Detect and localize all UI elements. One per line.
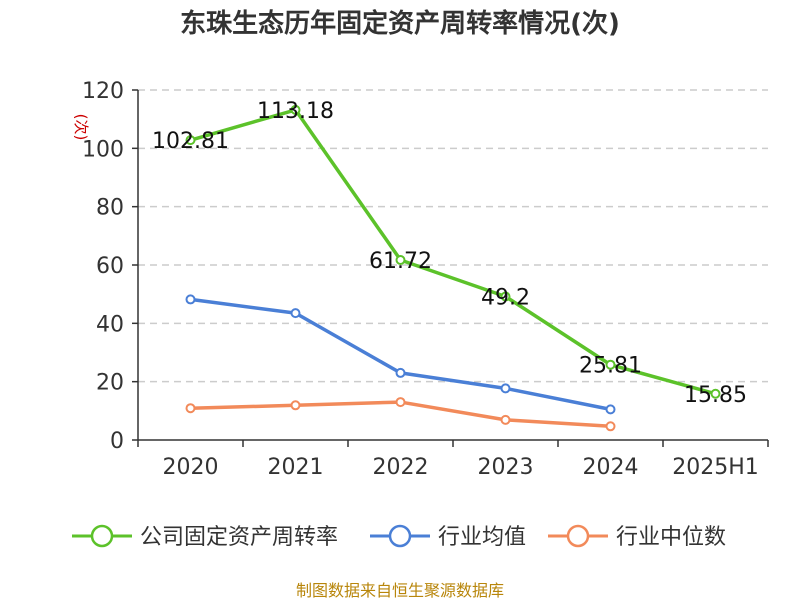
legend-item-0: 公司固定资产周转率 <box>72 524 338 550</box>
data-label: 61.72 <box>369 249 432 274</box>
legend-item-1: 行业均值 <box>370 524 526 550</box>
data-label: 102.81 <box>152 129 229 154</box>
x-tick-label: 2023 <box>478 455 534 480</box>
data-point <box>290 308 301 319</box>
data-label: 113.18 <box>257 99 334 124</box>
x-tick-label: 2022 <box>373 455 429 480</box>
gridlines <box>138 89 768 383</box>
y-axis-label: (次) <box>72 114 90 141</box>
data-point <box>185 403 196 414</box>
axes: 0 20 40 60 80 100 120 2020 2021 2022 2023 2024 2025H… <box>82 79 769 480</box>
x-tick-label: 2025H1 <box>672 455 759 480</box>
data-point <box>395 254 406 265</box>
series-line <box>190 297 611 412</box>
data-point <box>290 400 301 411</box>
source-note: 制图数据来自恒生聚源数据库 <box>296 581 504 600</box>
data-point <box>605 359 616 370</box>
data-point <box>185 135 196 146</box>
data-label: 49.2 <box>481 286 530 311</box>
y-tick-label: 60 <box>96 254 124 279</box>
legend-swatch-marker <box>90 524 114 548</box>
legend-swatch-marker <box>388 524 412 548</box>
data-point <box>500 414 511 425</box>
legend-label: 公司固定资产周转率 <box>140 525 338 550</box>
series-2 <box>185 397 616 432</box>
data-point <box>290 104 301 115</box>
legend-label: 行业中位数 <box>616 525 726 550</box>
data-point <box>395 397 406 408</box>
y-tick-label: 0 <box>110 429 124 454</box>
data-point <box>605 421 616 432</box>
data-point <box>395 367 406 378</box>
y-tick-label: 40 <box>96 312 124 337</box>
series-group: 102.81 113.18 61.72 49.2 25.81 15.85 <box>152 99 747 432</box>
y-tick-label: 80 <box>96 196 124 221</box>
data-label: 15.85 <box>684 383 747 408</box>
x-tick-label: 2024 <box>583 455 639 480</box>
x-tick-label: 2021 <box>268 455 324 480</box>
x-tick-label: 2020 <box>163 455 219 480</box>
series-0: 102.81 113.18 61.72 49.2 25.81 15.85 <box>152 99 747 408</box>
series-line <box>190 108 716 396</box>
chart-title: 东珠生态历年固定资产周转率情况(次) <box>180 8 620 39</box>
data-point <box>500 291 511 302</box>
series-1 <box>185 294 616 415</box>
y-tick-label: 20 <box>96 371 124 396</box>
legend: 公司固定资产周转率 行业均值 行业中位数 <box>72 524 726 550</box>
data-point <box>605 404 616 415</box>
legend-item-2: 行业中位数 <box>548 524 726 550</box>
data-label: 25.81 <box>579 354 642 379</box>
data-point <box>185 294 196 305</box>
data-point <box>500 383 511 394</box>
legend-swatch-marker <box>566 524 590 548</box>
legend-label: 行业均值 <box>438 525 526 550</box>
y-tick-label: 100 <box>82 137 124 162</box>
data-point <box>710 388 721 399</box>
y-tick-label: 120 <box>82 79 124 104</box>
